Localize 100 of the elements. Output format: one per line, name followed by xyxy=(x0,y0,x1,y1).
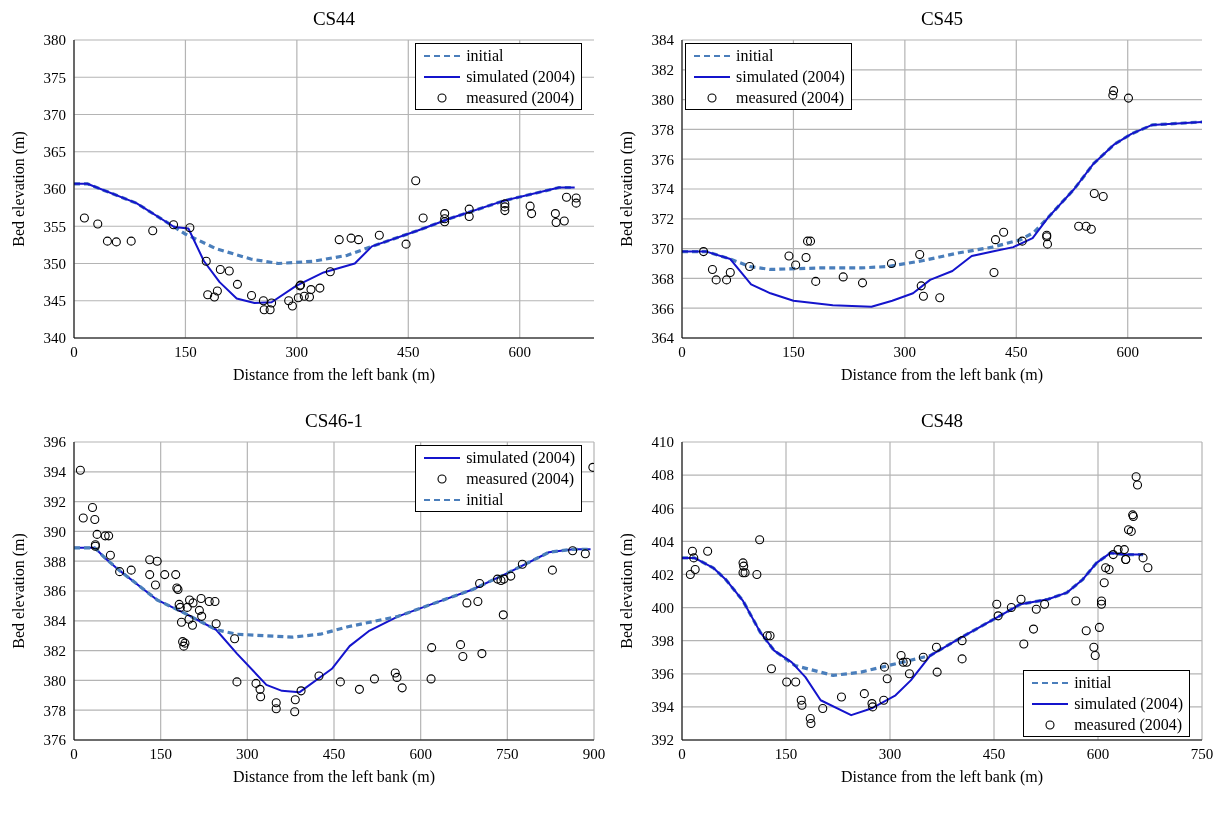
point xyxy=(784,251,794,261)
y-tick-label: 365 xyxy=(43,144,66,161)
point xyxy=(284,296,294,306)
y-tick-label: 380 xyxy=(43,672,66,689)
point xyxy=(990,235,1001,245)
y-tick-label: 355 xyxy=(43,218,66,235)
point xyxy=(411,176,421,186)
point xyxy=(168,220,179,230)
y-tick-label: 400 xyxy=(651,599,674,616)
x-tick-label: 0 xyxy=(678,343,686,360)
y-tick-label: 360 xyxy=(43,181,66,198)
legend-label: initial xyxy=(466,46,504,66)
point xyxy=(725,267,735,277)
point xyxy=(838,272,848,282)
y-tick-label: 384 xyxy=(43,613,67,630)
point xyxy=(559,216,569,226)
chart-title: CS48 xyxy=(919,410,965,433)
point xyxy=(265,305,275,315)
legend-label: measured (2004) xyxy=(1074,715,1183,735)
point xyxy=(1017,236,1027,246)
point xyxy=(527,209,537,219)
y-tick-label: 384 xyxy=(651,32,675,49)
point xyxy=(293,293,303,303)
point xyxy=(440,209,450,219)
y-tick-label: 392 xyxy=(43,493,66,510)
legend-label: initial xyxy=(1074,673,1112,693)
x-tick-label: 300 xyxy=(893,343,917,360)
legend-label: measured (2004) xyxy=(466,469,575,489)
y-tick-label: 406 xyxy=(651,500,675,517)
y-tick-label: 392 xyxy=(651,732,674,749)
point xyxy=(232,279,242,289)
y-tick-label: 364 xyxy=(651,330,675,347)
point xyxy=(500,206,510,216)
y-tick-label: 394 xyxy=(651,699,675,716)
point xyxy=(918,291,928,301)
x-tick-label: 750 xyxy=(496,745,519,762)
point xyxy=(212,286,222,296)
x-tick-label: 300 xyxy=(236,745,259,762)
point xyxy=(745,261,755,272)
point xyxy=(126,236,136,246)
x-axis-title: Distance from the left bank (m) xyxy=(840,768,1044,786)
y-tick-label: 382 xyxy=(43,642,66,659)
legend-label: simulated (2004) xyxy=(736,67,845,87)
x-tick-label: 900 xyxy=(582,745,606,762)
x-axis-title: Distance from the left bank (m) xyxy=(232,366,436,384)
point xyxy=(1089,188,1099,199)
x-tick-label: 150 xyxy=(174,343,197,360)
point xyxy=(315,283,325,293)
point xyxy=(698,247,709,257)
point xyxy=(1123,93,1134,103)
point xyxy=(215,264,225,275)
point xyxy=(857,278,868,288)
y-tick-label: 378 xyxy=(651,121,674,138)
y-tick-label: 388 xyxy=(43,553,66,570)
point xyxy=(707,264,718,275)
point xyxy=(334,235,344,245)
point xyxy=(418,213,428,223)
y-tick-label: 340 xyxy=(43,330,66,347)
point xyxy=(1081,221,1091,231)
x-tick-label: 0 xyxy=(70,745,78,762)
point xyxy=(306,285,316,295)
legend-label: simulated (2004) xyxy=(466,67,575,87)
point xyxy=(1109,86,1119,96)
legend-label: initial xyxy=(736,46,774,66)
point xyxy=(401,239,411,249)
point xyxy=(111,237,121,247)
x-tick-label: 600 xyxy=(409,745,432,762)
point xyxy=(886,258,897,269)
point xyxy=(811,276,821,286)
point xyxy=(1098,191,1108,201)
y-axis-title: Bed elevation (m) xyxy=(9,533,28,649)
point xyxy=(464,204,474,214)
y-tick-label: 366 xyxy=(651,300,675,317)
point xyxy=(1042,239,1053,249)
x-tick-label: 300 xyxy=(878,745,902,762)
x-tick-label: 450 xyxy=(397,343,420,360)
y-tick-label: 345 xyxy=(43,293,66,310)
y-tick-label: 370 xyxy=(43,106,66,123)
point xyxy=(999,227,1009,237)
point xyxy=(561,192,572,202)
point xyxy=(224,266,234,276)
line-series xyxy=(682,120,1202,308)
y-tick-label: 375 xyxy=(43,69,66,86)
point xyxy=(346,233,356,243)
x-tick-label: 150 xyxy=(782,343,805,360)
y-tick-label: 382 xyxy=(651,62,674,79)
point xyxy=(79,213,89,223)
chart-title: CS45 xyxy=(919,8,965,31)
point xyxy=(1108,90,1118,100)
point xyxy=(267,298,277,308)
y-axis-title: Bed elevation (m) xyxy=(617,131,636,247)
x-tick-label: 750 xyxy=(1190,745,1214,762)
chart-title: CS44 xyxy=(311,8,357,31)
y-axis-title: Bed elevation (m) xyxy=(9,131,28,247)
y-tick-label: 410 xyxy=(651,434,674,451)
y-tick-label: 372 xyxy=(651,211,674,228)
x-tick-label: 600 xyxy=(508,343,531,360)
x-tick-label: 150 xyxy=(149,745,172,762)
x-tick-label: 0 xyxy=(70,343,78,360)
point xyxy=(203,290,213,300)
